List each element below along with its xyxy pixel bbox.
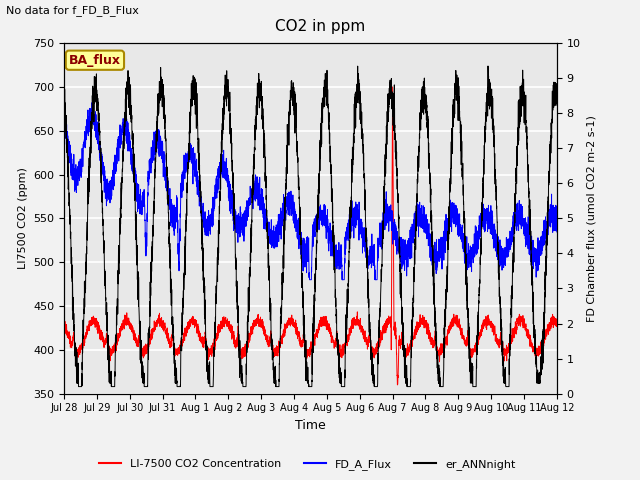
- Legend: LI-7500 CO2 Concentration, FD_A_Flux, er_ANNnight: LI-7500 CO2 Concentration, FD_A_Flux, er…: [95, 455, 520, 474]
- Y-axis label: LI7500 CO2 (ppm): LI7500 CO2 (ppm): [17, 168, 28, 269]
- X-axis label: Time: Time: [295, 419, 326, 432]
- Text: CO2 in ppm: CO2 in ppm: [275, 19, 365, 34]
- Text: No data for f_FD_B_Flux: No data for f_FD_B_Flux: [6, 5, 140, 16]
- Text: BA_flux: BA_flux: [69, 54, 121, 67]
- Y-axis label: FD Chamber flux (umol CO2 m-2 s-1): FD Chamber flux (umol CO2 m-2 s-1): [586, 115, 596, 322]
